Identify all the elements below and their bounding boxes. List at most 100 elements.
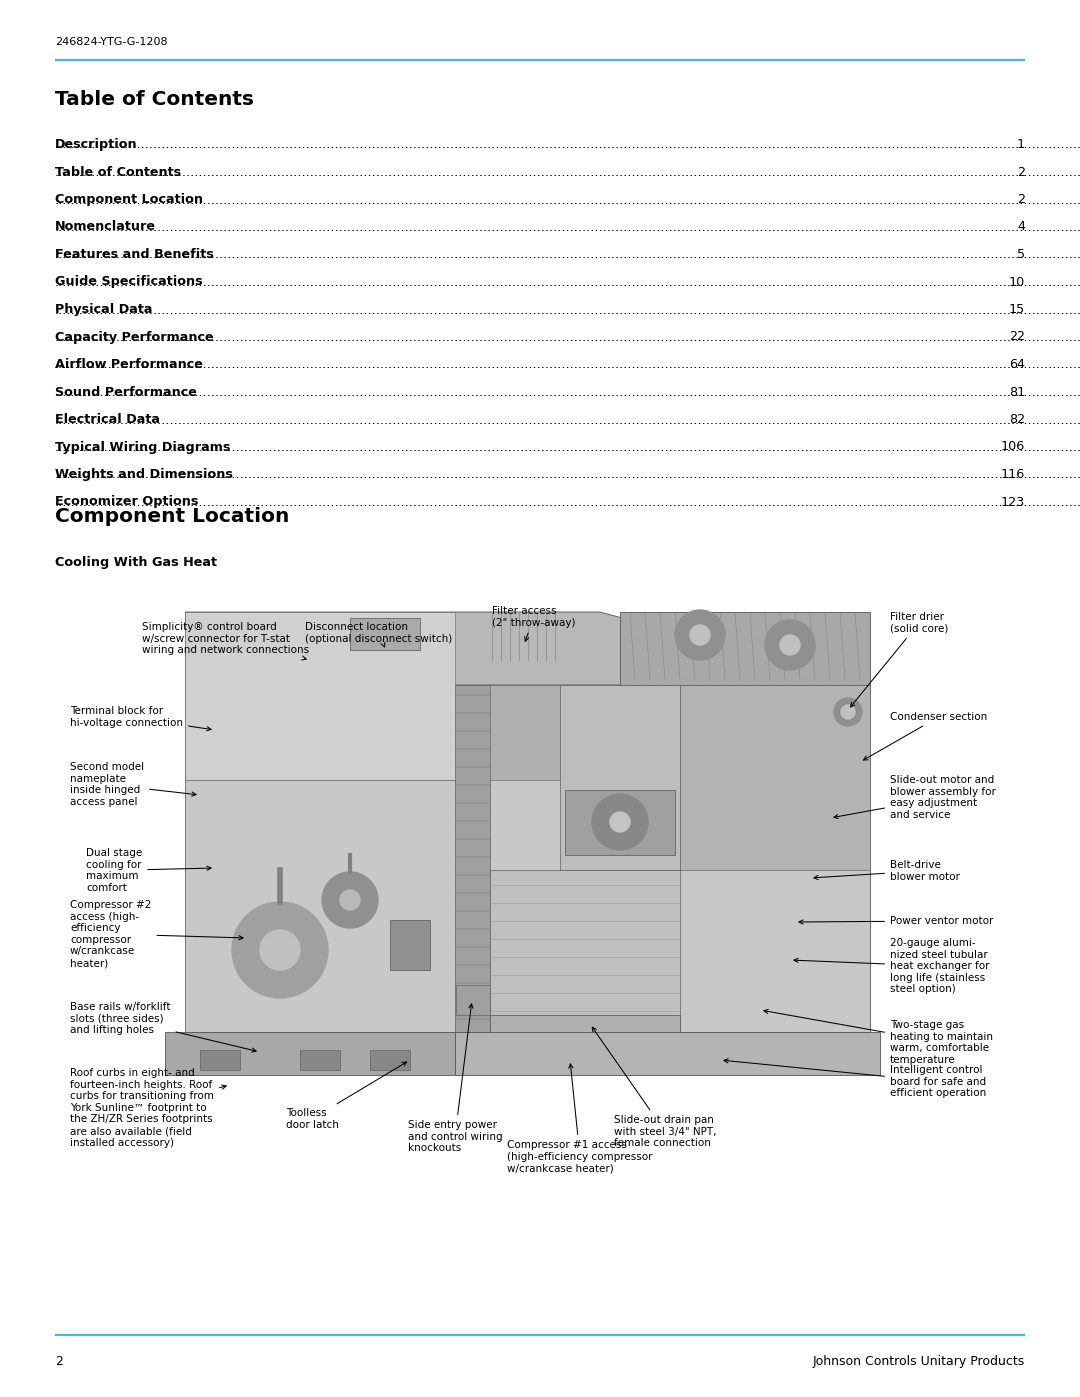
Text: Johnson Controls Unitary Products: Johnson Controls Unitary Products: [813, 1355, 1025, 1368]
Text: 81: 81: [1009, 386, 1025, 398]
Text: ................................................................................: ........................................…: [55, 194, 1080, 207]
Polygon shape: [490, 870, 680, 1032]
Text: Description: Description: [55, 138, 137, 151]
Polygon shape: [490, 1016, 680, 1032]
Text: 4: 4: [1017, 221, 1025, 233]
Polygon shape: [165, 1032, 455, 1076]
Text: Economizer Options: Economizer Options: [55, 496, 199, 509]
Polygon shape: [561, 685, 680, 870]
Polygon shape: [455, 1032, 880, 1076]
Circle shape: [322, 872, 378, 928]
Text: Intelligent control
board for safe and
efficient operation: Intelligent control board for safe and e…: [724, 1059, 986, 1098]
Polygon shape: [200, 1051, 240, 1070]
Text: Weights and Dimensions: Weights and Dimensions: [55, 468, 233, 481]
Circle shape: [780, 636, 800, 655]
Circle shape: [690, 624, 710, 645]
Text: Typical Wiring Diagrams: Typical Wiring Diagrams: [55, 440, 230, 454]
Text: 5: 5: [1017, 249, 1025, 261]
Text: 123: 123: [1001, 496, 1025, 509]
Circle shape: [610, 812, 630, 833]
Polygon shape: [370, 1051, 410, 1070]
Text: 2: 2: [1017, 193, 1025, 205]
Text: 15: 15: [1009, 303, 1025, 316]
Text: Nomenclature: Nomenclature: [55, 221, 156, 233]
Text: Physical Data: Physical Data: [55, 303, 152, 316]
Text: 22: 22: [1009, 331, 1025, 344]
Polygon shape: [300, 1051, 340, 1070]
Text: Compressor #1 access
(high-efficiency compressor
w/crankcase heater): Compressor #1 access (high-efficiency co…: [508, 1065, 652, 1173]
Text: Sound Performance: Sound Performance: [55, 386, 197, 398]
Text: ................................................................................: ........................................…: [55, 414, 1080, 426]
Text: 1: 1: [1017, 138, 1025, 151]
Polygon shape: [185, 780, 455, 1032]
Text: Slide-out motor and
blower assembly for
easy adjustment
and service: Slide-out motor and blower assembly for …: [834, 775, 996, 820]
Circle shape: [592, 793, 648, 849]
Text: Table of Contents: Table of Contents: [55, 89, 254, 109]
Text: ................................................................................: ........................................…: [55, 277, 1080, 289]
Text: 10: 10: [1009, 275, 1025, 289]
Text: Electrical Data: Electrical Data: [55, 414, 160, 426]
Text: Table of Contents: Table of Contents: [55, 165, 181, 179]
Text: ................................................................................: ........................................…: [55, 359, 1080, 372]
Text: Toolless
door latch: Toolless door latch: [285, 1062, 407, 1130]
Text: Belt-drive
blower motor: Belt-drive blower motor: [814, 861, 960, 882]
Text: Power ventor motor: Power ventor motor: [799, 916, 994, 926]
Text: Disconnect location
(optional disconnect switch): Disconnect location (optional disconnect…: [305, 622, 453, 647]
Text: Dual stage
cooling for
maximum
comfort: Dual stage cooling for maximum comfort: [86, 848, 211, 893]
Text: ................................................................................: ........................................…: [55, 496, 1080, 509]
Circle shape: [675, 610, 725, 659]
Text: Cooling With Gas Heat: Cooling With Gas Heat: [55, 556, 217, 569]
Text: ................................................................................: ........................................…: [55, 166, 1080, 179]
Text: Features and Benefits: Features and Benefits: [55, 249, 214, 261]
Text: ................................................................................: ........................................…: [55, 249, 1080, 261]
Text: Compressor #2
access (high-
efficiency
compressor
w/crankcase
heater): Compressor #2 access (high- efficiency c…: [70, 900, 243, 968]
Polygon shape: [185, 612, 870, 685]
Text: 2: 2: [55, 1355, 63, 1368]
Text: 82: 82: [1009, 414, 1025, 426]
Text: Slide-out drain pan
with steel 3/4" NPT,
female connection: Slide-out drain pan with steel 3/4" NPT,…: [592, 1027, 716, 1148]
Text: Two-stage gas
heating to maintain
warm, comfortable
temperature: Two-stage gas heating to maintain warm, …: [764, 1010, 993, 1065]
Text: 116: 116: [1001, 468, 1025, 481]
Polygon shape: [390, 921, 430, 970]
Text: Simplicity® control board
w/screw connector for T-stat
wiring and network connec: Simplicity® control board w/screw connec…: [141, 622, 309, 659]
Text: Filter access
(2" throw-away): Filter access (2" throw-away): [492, 606, 576, 641]
Text: 106: 106: [1001, 440, 1025, 454]
Text: 2: 2: [1017, 165, 1025, 179]
Text: ................................................................................: ........................................…: [55, 138, 1080, 151]
Text: Roof curbs in eight- and
fourteen-inch heights. Roof
curbs for transitioning fro: Roof curbs in eight- and fourteen-inch h…: [70, 1067, 226, 1147]
Polygon shape: [565, 789, 675, 855]
Text: Filter drier
(solid core): Filter drier (solid core): [850, 612, 948, 707]
Text: 64: 64: [1009, 358, 1025, 372]
Polygon shape: [185, 612, 455, 780]
Polygon shape: [620, 612, 870, 685]
Text: Base rails w/forklift
slots (three sides)
and lifting holes: Base rails w/forklift slots (three sides…: [70, 1002, 256, 1052]
Text: Condenser section: Condenser section: [863, 712, 987, 760]
Text: Airflow Performance: Airflow Performance: [55, 358, 203, 372]
Polygon shape: [455, 685, 490, 1032]
Polygon shape: [490, 685, 561, 780]
Text: Terminal block for
hi-voltage connection: Terminal block for hi-voltage connection: [70, 705, 211, 731]
Text: ................................................................................: ........................................…: [55, 468, 1080, 482]
Text: 246824-YTG-G-1208: 246824-YTG-G-1208: [55, 36, 167, 47]
Polygon shape: [350, 617, 420, 650]
Polygon shape: [185, 612, 455, 1032]
Circle shape: [260, 930, 300, 970]
Text: ................................................................................: ........................................…: [55, 303, 1080, 317]
Text: Component Location: Component Location: [55, 507, 289, 527]
Text: Second model
nameplate
inside hinged
access panel: Second model nameplate inside hinged acc…: [70, 761, 197, 807]
Text: Capacity Performance: Capacity Performance: [55, 331, 214, 344]
Text: ................................................................................: ........................................…: [55, 331, 1080, 344]
Text: Guide Specifications: Guide Specifications: [55, 275, 203, 289]
Circle shape: [232, 902, 328, 997]
Text: 20-gauge alumi-
nized steel tubular
heat exchanger for
long life (stainless
stee: 20-gauge alumi- nized steel tubular heat…: [794, 937, 989, 995]
Text: Component Location: Component Location: [55, 193, 203, 205]
Circle shape: [841, 705, 855, 719]
Polygon shape: [455, 685, 870, 1032]
Circle shape: [765, 620, 815, 671]
Polygon shape: [680, 685, 870, 870]
Text: ................................................................................: ........................................…: [55, 386, 1080, 400]
Text: ................................................................................: ........................................…: [55, 221, 1080, 235]
Circle shape: [834, 698, 862, 726]
Polygon shape: [456, 985, 490, 1016]
Text: Side entry power
and control wiring
knockouts: Side entry power and control wiring knoc…: [407, 1004, 502, 1153]
